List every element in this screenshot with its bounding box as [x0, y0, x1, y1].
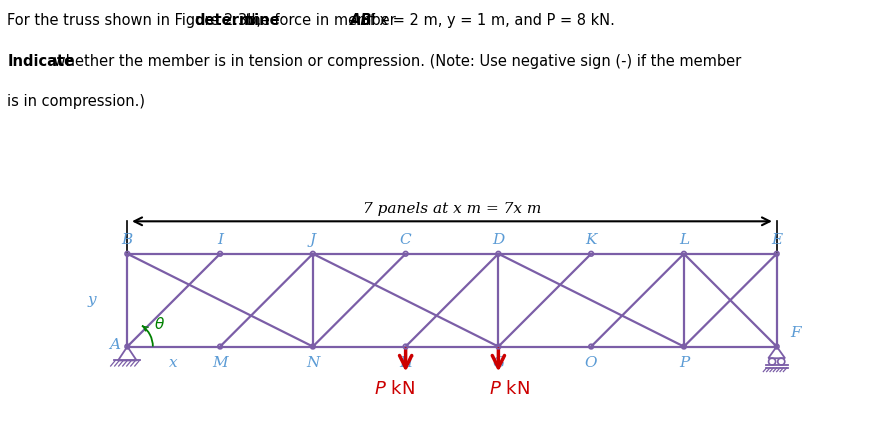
Text: P: P: [679, 356, 689, 370]
Text: $\mathbf{\mathit{P}}$ kN: $\mathbf{\mathit{P}}$ kN: [489, 380, 530, 398]
Text: is in compression.): is in compression.): [7, 94, 145, 109]
Text: whether the member is in tension or compression. (Note: Use negative sign (-) if: whether the member is in tension or comp…: [48, 54, 741, 69]
Text: G: G: [492, 356, 504, 370]
Text: 7 panels at x m = 7x m: 7 panels at x m = 7x m: [363, 202, 541, 216]
Text: C: C: [400, 233, 411, 247]
Text: AB: AB: [350, 13, 373, 28]
Text: x: x: [169, 356, 178, 370]
Text: B: B: [122, 233, 133, 247]
Text: I: I: [217, 233, 223, 247]
Text: O: O: [585, 356, 598, 370]
Text: A: A: [109, 338, 120, 352]
Text: $\mathbf{\mathit{P}}$ kN: $\mathbf{\mathit{P}}$ kN: [375, 380, 415, 398]
Text: H: H: [399, 356, 412, 370]
Text: J: J: [310, 233, 316, 247]
Text: M: M: [212, 356, 228, 370]
Text: K: K: [585, 233, 597, 247]
Text: the force in member: the force in member: [241, 13, 401, 28]
Text: y: y: [88, 293, 97, 307]
Text: if x = 2 m, y = 1 m, and P = 8 kN.: if x = 2 m, y = 1 m, and P = 8 kN.: [360, 13, 615, 28]
Text: For the truss shown in Figure 2.3b,: For the truss shown in Figure 2.3b,: [7, 13, 266, 28]
Text: determine: determine: [194, 13, 280, 28]
Text: Indicate: Indicate: [7, 54, 74, 69]
Text: N: N: [306, 356, 320, 370]
Text: E: E: [771, 233, 782, 247]
Text: F: F: [790, 326, 801, 340]
Text: L: L: [679, 233, 689, 247]
Text: $\theta$: $\theta$: [154, 316, 166, 332]
Text: D: D: [492, 233, 504, 247]
